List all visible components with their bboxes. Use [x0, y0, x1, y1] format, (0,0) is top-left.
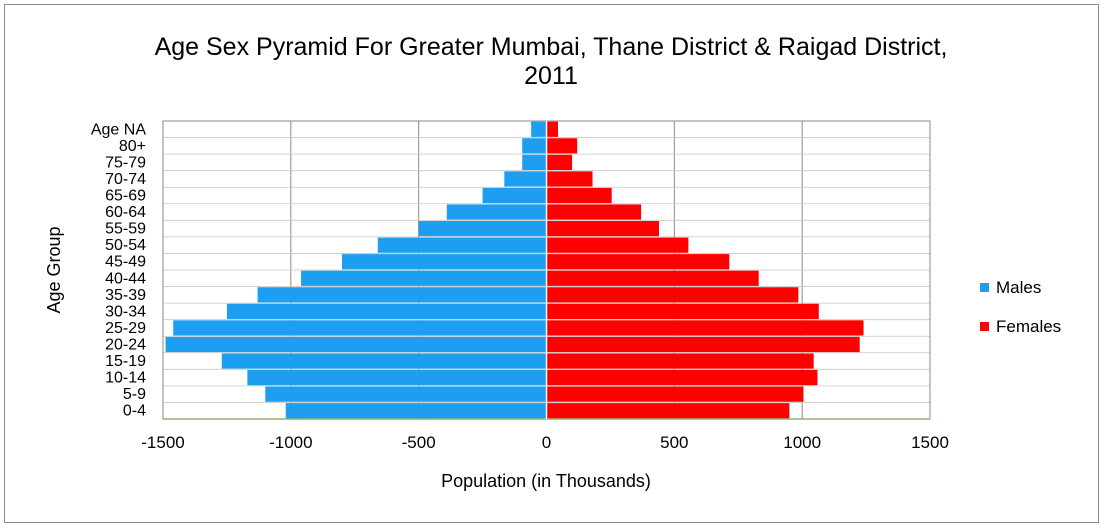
x-tick-label-0: -1500: [141, 433, 184, 452]
bar-males-75-79: [522, 154, 547, 171]
axes: [163, 121, 930, 420]
bar-females-60-64: [546, 204, 642, 220]
y-tick-label-50-54: 50-54: [105, 237, 146, 254]
bar-males-5-9: [265, 386, 547, 402]
y-tick-label-0-4: 0-4: [123, 403, 146, 420]
y-tick-label-20-24: 20-24: [105, 337, 146, 354]
bar-females-0-4: [546, 403, 790, 419]
x-tick-label-2: -500: [402, 433, 436, 452]
y-tick-label-60-64: 60-64: [105, 204, 146, 221]
bar-males-30-34: [226, 303, 547, 320]
bar-females-15-19: [546, 353, 814, 369]
y-tick-label-5-9: 5-9: [123, 386, 146, 403]
y-tick-label-45-49: 45-49: [105, 254, 146, 271]
bar-males-35-39: [257, 287, 547, 303]
y-tick-label-15-19: 15-19: [105, 353, 146, 370]
y-axis-title: Age Group: [44, 226, 64, 313]
x-tick-label-3: 0: [542, 433, 551, 452]
bar-females-10-14: [546, 369, 818, 386]
x-tick-label-1: -1000: [269, 433, 312, 452]
bar-males-80-: [522, 138, 547, 154]
bar-males-55-59: [418, 220, 547, 237]
bar-females-40-44: [546, 270, 759, 286]
bar-males-15-19: [221, 353, 547, 369]
x-tick-labels: -1500 -1000 -500 0 500 1000 1500: [141, 433, 949, 452]
bar-females-45-49: [546, 254, 730, 270]
y-tick-label-70-74: 70-74: [105, 171, 146, 188]
y-tick-label-80-: 80+: [119, 138, 146, 155]
bar-males-65-69: [482, 187, 547, 204]
bar-males-0-4: [285, 403, 547, 419]
x-tick-label-4: 500: [660, 433, 688, 452]
bar-males-25-29: [173, 320, 547, 336]
y-tick-label-25-29: 25-29: [105, 320, 146, 337]
y-tick-label-age-na: Age NA: [91, 121, 146, 138]
bar-males-40-44: [301, 270, 547, 286]
bar-females-70-74: [546, 171, 593, 187]
bar-males-age-na: [531, 121, 547, 137]
chart-title-line-2: 2011: [524, 62, 578, 90]
y-tick-label-30-34: 30-34: [105, 303, 146, 320]
bar-females-50-54: [546, 237, 689, 253]
bar-females-35-39: [546, 287, 799, 303]
legend-label-males: Males: [996, 278, 1041, 297]
bar-females-80-: [546, 138, 578, 154]
y-tick-label-55-59: 55-59: [105, 221, 146, 238]
legend-label-females: Females: [996, 317, 1061, 336]
bar-females-65-69: [546, 187, 612, 204]
y-tick-label-65-69: 65-69: [105, 188, 146, 205]
bar-females-30-34: [546, 303, 819, 320]
y-tick-label-75-79: 75-79: [105, 154, 146, 171]
x-tick-label-6: 1500: [911, 433, 949, 452]
legend: Males Females: [980, 278, 1061, 336]
y-tick-label-35-39: 35-39: [105, 287, 146, 304]
legend-swatch-females: [980, 322, 989, 331]
bar-males-70-74: [504, 171, 547, 187]
bar-males-50-54: [377, 237, 547, 253]
bar-females-20-24: [546, 336, 860, 353]
bar-males-60-64: [446, 204, 547, 220]
y-tick-label-40-44: 40-44: [105, 270, 146, 287]
bar-males-10-14: [247, 369, 547, 386]
bar-females-75-79: [546, 154, 573, 171]
bar-males-45-49: [341, 254, 547, 270]
x-tick-label-5: 1000: [783, 433, 821, 452]
bar-females-55-59: [546, 220, 659, 237]
chart-title-line-1: Age Sex Pyramid For Greater Mumbai, Than…: [155, 33, 948, 61]
x-axis-title: Population (in Thousands): [441, 471, 651, 491]
bar-females-25-29: [546, 320, 864, 336]
bars: [165, 121, 864, 419]
bar-females-5-9: [546, 386, 804, 402]
legend-swatch-males: [980, 283, 989, 292]
bar-females-age-na: [546, 121, 559, 137]
y-tick-label-10-14: 10-14: [105, 370, 146, 387]
y-tick-labels: 0-45-910-1415-1920-2425-2930-3435-3940-4…: [91, 121, 146, 419]
bar-males-20-24: [165, 336, 547, 353]
